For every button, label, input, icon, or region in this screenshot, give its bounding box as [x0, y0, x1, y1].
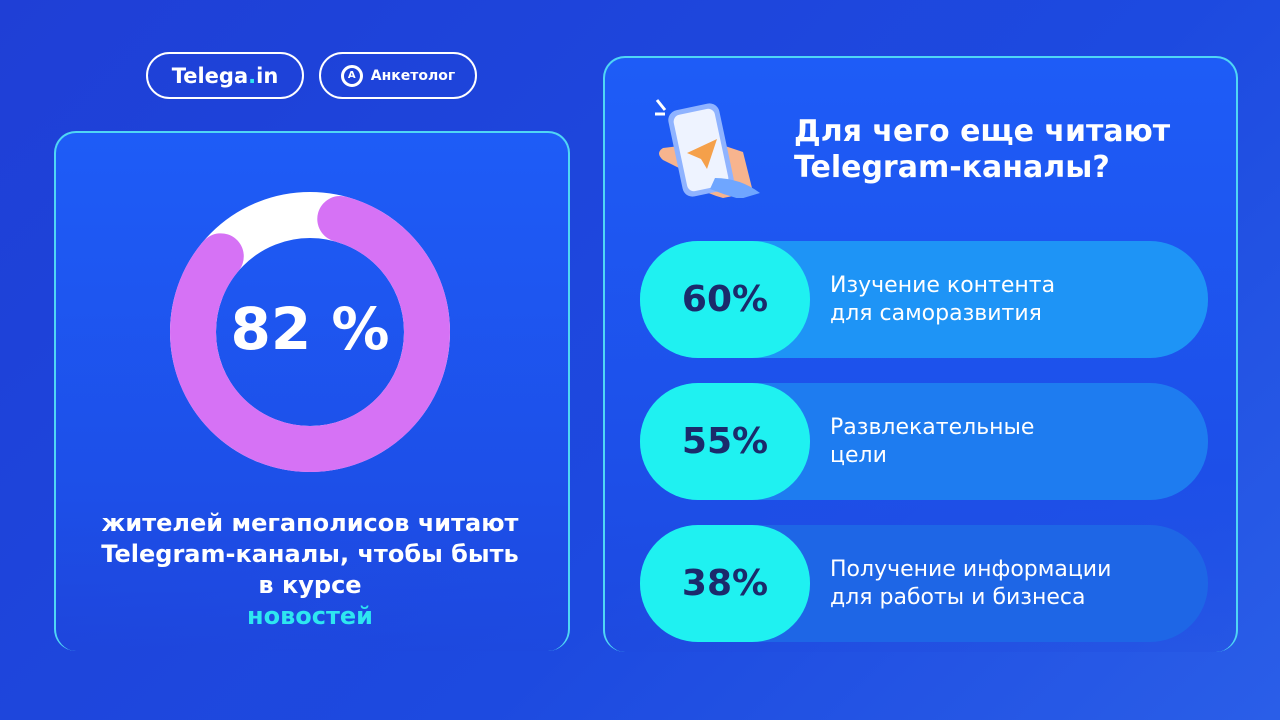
donut-value-label: 82 % — [230, 295, 390, 363]
stat-percent: 60% — [640, 241, 810, 358]
phone-in-hand-icon — [655, 99, 760, 198]
donut-chart — [170, 192, 450, 472]
caption-text: жителей мегаполисов читают Telegram-кана… — [101, 509, 519, 599]
caption-highlight: новостей — [247, 602, 373, 630]
stat-row: 38% Получение информации для работы и бизн… — [640, 525, 1208, 642]
telega-logo-text: Telega — [171, 63, 249, 88]
stat-text: Получение информации для работы и бизнеса — [830, 556, 1111, 612]
anketolog-logo-badge: A Анкетолог — [319, 52, 477, 99]
telega-logo-badge: Telega. in — [146, 52, 304, 99]
donut-caption: жителей мегаполисов читают Telegram-кана… — [100, 508, 520, 632]
anketolog-logo-icon: A — [340, 64, 363, 87]
telega-logo-tail: in — [256, 63, 279, 88]
stat-row: 55% Развлекательные цели — [640, 383, 1208, 500]
stat-text-line: для работы и бизнеса — [830, 584, 1086, 610]
stat-text-line: для саморазвития — [830, 300, 1042, 326]
telega-logo-dot: . — [248, 63, 257, 88]
stat-text-line: Получение информации — [830, 556, 1112, 582]
stat-text-line: цели — [830, 442, 887, 468]
stat-text: Изучение контента для саморазвития — [830, 272, 1055, 328]
stat-text: Развлекательные цели — [830, 414, 1034, 470]
title-line-2: Telegram-каналы? — [794, 150, 1110, 185]
stat-percent: 55% — [640, 383, 810, 500]
right-title: Для чего еще читают Telegram-каналы? — [794, 114, 1170, 186]
stat-text-line: Изучение контента — [830, 272, 1056, 298]
stat-text-line: Развлекательные — [830, 414, 1035, 440]
stat-percent: 38% — [640, 525, 810, 642]
donut-filled-segment — [170, 192, 450, 472]
title-line-1: Для чего еще читают — [794, 114, 1171, 149]
anketolog-logo-text: Анкетолог — [370, 67, 456, 84]
stat-row: 60% Изучение контента для саморазвития — [640, 241, 1208, 358]
